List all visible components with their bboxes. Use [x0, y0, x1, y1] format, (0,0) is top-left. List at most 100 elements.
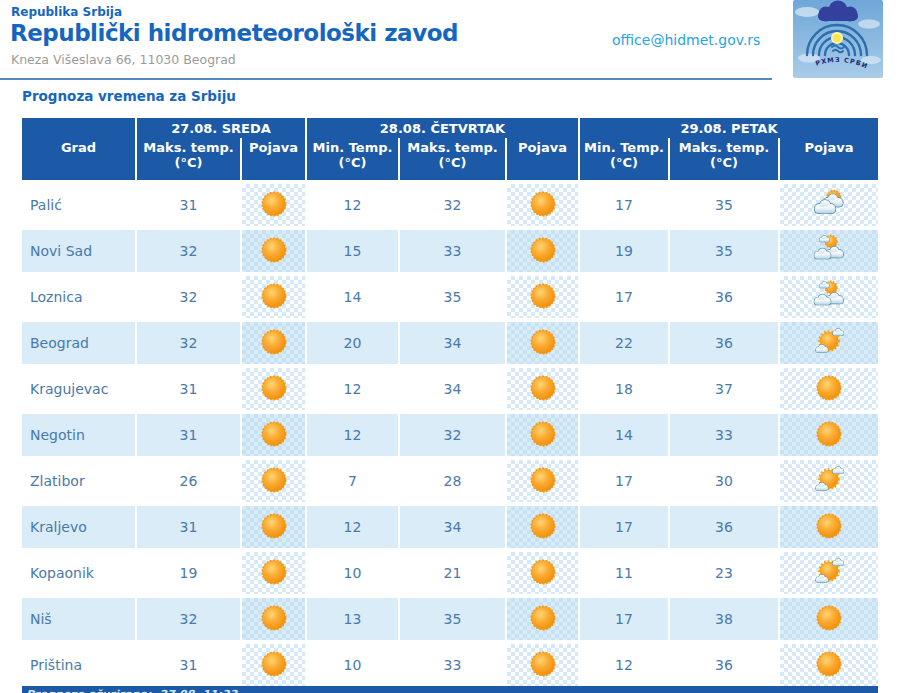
city-cell: Negotin	[22, 410, 135, 456]
min-temp-cell-d2: 10	[305, 640, 398, 686]
weather-cell-d2	[505, 502, 578, 548]
weather-cell-d3	[778, 318, 878, 364]
sun-icon	[813, 602, 845, 634]
weather-cell-d3	[778, 410, 878, 456]
max-temp-cell-d3: 36	[668, 272, 778, 318]
site-header: Republika Srbija Republički hidrometeoro…	[10, 5, 458, 67]
weather-cell-d2	[505, 594, 578, 640]
max-temp-cell-d2: 35	[398, 594, 505, 640]
table-row: Palić 31 12 32 17 35	[22, 180, 878, 226]
table-row: Loznica 32 14 35 17 36	[22, 272, 878, 318]
table-row: Kragujevac 31 12 34 18 37	[22, 364, 878, 410]
col-header-max-temp-d1: Maks. temp.(°C)	[135, 138, 240, 180]
sun-small-clouds-icon	[813, 326, 845, 358]
min-temp-cell-d2: 15	[305, 226, 398, 272]
sun-icon	[258, 418, 290, 450]
table-row: Novi Sad 32 15 33 19 35	[22, 226, 878, 272]
max-temp-cell-d2: 34	[398, 318, 505, 364]
weather-cell-d3	[778, 548, 878, 594]
max-temp-cell-d1: 32	[135, 318, 240, 364]
max-temp-cell-d3: 36	[668, 502, 778, 548]
table-row: Zlatibor 26 7 28 17 30	[22, 456, 878, 502]
min-temp-cell-d3: 12	[578, 640, 668, 686]
sun-icon	[258, 510, 290, 542]
rhmz-logo-icon: РХМЗ СРБИЈЕ	[793, 0, 883, 78]
max-temp-cell-d1: 31	[135, 502, 240, 548]
sun-icon	[527, 602, 559, 634]
min-temp-cell-d2: 20	[305, 318, 398, 364]
max-temp-cell-d3: 23	[668, 548, 778, 594]
sun-clouds-icon	[813, 280, 845, 312]
weather-cell-d2	[505, 410, 578, 456]
weather-cell-d2	[505, 180, 578, 226]
min-temp-cell-d2: 12	[305, 502, 398, 548]
col-header-phenomenon-d1: Pojava	[240, 138, 305, 180]
city-cell: Zlatibor	[22, 456, 135, 502]
max-temp-cell-d3: 38	[668, 594, 778, 640]
weather-cell-d3	[778, 272, 878, 318]
weather-cell-d3	[778, 640, 878, 686]
col-header-phenomenon-d2: Pojava	[505, 138, 578, 180]
weather-cell-d1	[240, 226, 305, 272]
table-row: Beograd 32 20 34 22 36	[22, 318, 878, 364]
city-cell: Beograd	[22, 318, 135, 364]
weather-cell-d1	[240, 456, 305, 502]
min-temp-cell-d2: 12	[305, 180, 398, 226]
sun-small-clouds-icon	[813, 464, 845, 496]
updated-bar: Prognoza ažurirana: 27.08. 11:33.	[22, 686, 878, 693]
min-temp-cell-d2: 13	[305, 594, 398, 640]
table-row: Negotin 31 12 32 14 33	[22, 410, 878, 456]
sun-icon	[527, 234, 559, 266]
min-temp-cell-d3: 17	[578, 272, 668, 318]
col-header-max-temp-d2: Maks. temp.(°C)	[398, 138, 505, 180]
email-link[interactable]: office@hidmet.gov.rs	[612, 32, 760, 48]
table-row: Kraljevo 31 12 34 17 36	[22, 502, 878, 548]
updated-value: 27.08. 11:33.	[159, 688, 241, 693]
max-temp-cell-d3: 37	[668, 364, 778, 410]
max-temp-cell-d1: 19	[135, 548, 240, 594]
sun-small-clouds-icon	[813, 556, 845, 588]
weather-cell-d2	[505, 548, 578, 594]
max-temp-cell-d3: 36	[668, 318, 778, 364]
max-temp-cell-d1: 26	[135, 456, 240, 502]
min-temp-cell-d2: 12	[305, 364, 398, 410]
weather-cell-d3	[778, 180, 878, 226]
weather-cell-d2	[505, 456, 578, 502]
page: Republika Srbija Republički hidrometeoro…	[0, 0, 900, 693]
sun-icon	[527, 464, 559, 496]
sun-icon	[527, 510, 559, 542]
country-label: Republika Srbija	[11, 5, 458, 19]
weather-cell-d2	[505, 272, 578, 318]
city-cell: Kopaonik	[22, 548, 135, 594]
org-title: Republički hidrometeorološki zavod	[10, 20, 458, 46]
max-temp-cell-d2: 33	[398, 226, 505, 272]
weather-cell-d3	[778, 594, 878, 640]
weather-cell-d3	[778, 226, 878, 272]
max-temp-cell-d1: 32	[135, 272, 240, 318]
max-temp-cell-d2: 34	[398, 364, 505, 410]
max-temp-cell-d3: 33	[668, 410, 778, 456]
sun-icon	[527, 326, 559, 358]
city-cell: Novi Sad	[22, 226, 135, 272]
col-header-max-temp-d3: Maks. temp.(°C)	[668, 138, 778, 180]
max-temp-cell-d2: 32	[398, 410, 505, 456]
sun-icon	[813, 372, 845, 404]
day-header-thursday: 28.08. ČETVRTAK	[305, 118, 578, 138]
max-temp-cell-d3: 36	[668, 640, 778, 686]
weather-cell-d3	[778, 456, 878, 502]
min-temp-cell-d3: 14	[578, 410, 668, 456]
forecast-table: 27.08. SREDA 28.08. ČETVRTAK 29.08. PETA…	[22, 118, 878, 686]
min-temp-cell-d2: 12	[305, 410, 398, 456]
city-cell: Loznica	[22, 272, 135, 318]
header-divider	[0, 78, 772, 80]
sun-icon	[258, 234, 290, 266]
max-temp-cell-d2: 28	[398, 456, 505, 502]
max-temp-cell-d2: 33	[398, 640, 505, 686]
weather-cell-d3	[778, 364, 878, 410]
day-header-friday: 29.08. PETAK	[578, 118, 878, 138]
sun-icon	[258, 372, 290, 404]
min-temp-cell-d3: 17	[578, 502, 668, 548]
col-header-min-temp-d2: Min. Temp.(°C)	[305, 138, 398, 180]
min-temp-cell-d3: 17	[578, 594, 668, 640]
org-address: Kneza Višeslava 66, 11030 Beograd	[11, 52, 458, 67]
